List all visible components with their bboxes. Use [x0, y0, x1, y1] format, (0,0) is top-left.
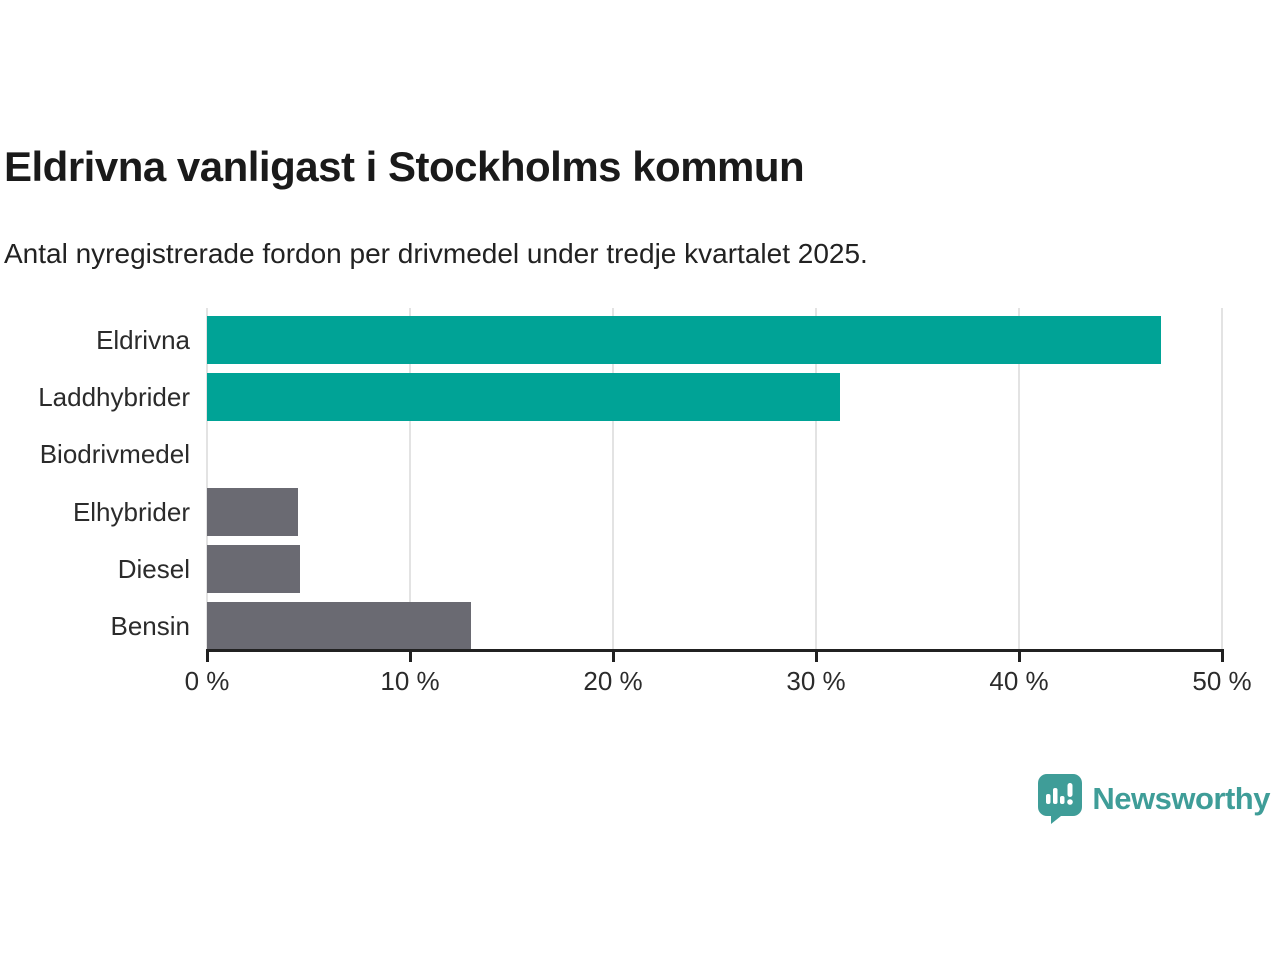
category-label: Bensin	[110, 611, 191, 641]
x-axis-tick	[205, 649, 209, 662]
gridline	[815, 308, 817, 650]
newsworthy-chart-bubble-icon	[1038, 774, 1083, 824]
x-tick-label: 10 %	[380, 666, 440, 696]
gridline	[612, 308, 614, 650]
x-tick-label: 40 %	[989, 666, 1049, 696]
bar-laddhybrider	[207, 373, 841, 421]
x-axis-tick	[814, 649, 818, 662]
x-tick-label: 50 %	[1192, 666, 1252, 696]
plot-area: 0 % 10 % 20 % 30 % 40 % 50 %	[185, 308, 1252, 696]
category-label: Elhybrider	[72, 497, 190, 527]
y-axis-labels: Eldrivna Laddhybrider Biodrivmedel Elhybrid…	[0, 308, 190, 650]
bar-bensin	[207, 602, 471, 650]
x-axis-tick	[408, 649, 412, 662]
gridline	[1221, 308, 1223, 650]
x-axis-tick	[1017, 649, 1021, 662]
bar-eldrivna	[207, 316, 1162, 364]
x-axis-tick	[1220, 649, 1224, 662]
newsworthy-logo[interactable]: Newsworthy	[1038, 774, 1270, 824]
chart-subtitle: Antal nyregistrerade fordon per drivmede…	[4, 238, 868, 269]
x-tick-label: 20 %	[583, 666, 643, 696]
bar-elhybrider	[207, 488, 299, 536]
gridline	[409, 308, 411, 650]
newsworthy-logo-text: Newsworthy	[1092, 781, 1270, 816]
x-tick-label: 0 %	[184, 666, 230, 696]
category-label: Laddhybrider	[38, 382, 190, 412]
category-label: Diesel	[117, 554, 190, 584]
bar-diesel	[207, 545, 301, 593]
category-label: Eldrivna	[96, 325, 190, 355]
x-tick-label: 30 %	[786, 666, 846, 696]
x-axis-line	[206, 649, 1223, 652]
gridline	[1018, 308, 1020, 650]
bar-chart: Eldrivna Laddhybrider Biodrivmedel Elhybrid…	[0, 308, 1280, 708]
x-axis-tick	[611, 649, 615, 662]
chart-title: Eldrivna vanligast i Stockholms kommun	[4, 143, 805, 190]
category-label: Biodrivmedel	[39, 439, 190, 469]
gridline	[206, 308, 208, 650]
